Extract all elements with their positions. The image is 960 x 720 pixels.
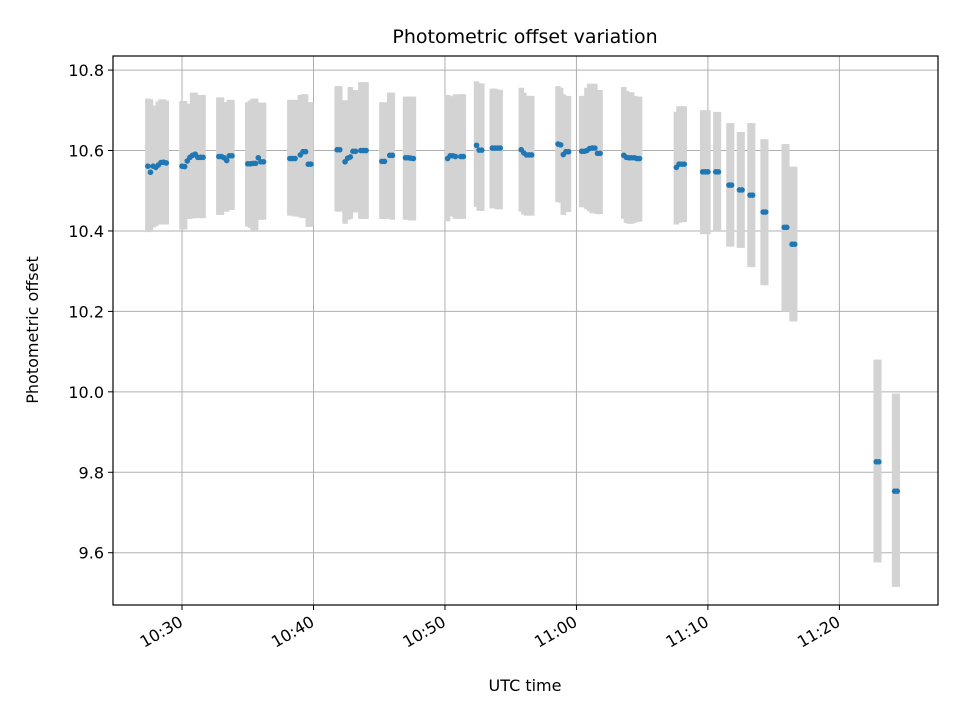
data-point [255, 154, 262, 161]
data-point [762, 209, 769, 215]
data-point [336, 146, 343, 153]
data-point [636, 155, 643, 162]
data-point [728, 182, 735, 188]
data-point [252, 160, 259, 167]
data-point [352, 148, 359, 155]
data-point [478, 147, 485, 153]
data-point [302, 148, 309, 155]
y-tick-label: 10.2 [68, 302, 104, 321]
data-point [145, 163, 151, 170]
y-tick-label: 10.0 [68, 383, 104, 402]
data-point [260, 158, 267, 165]
data-point [381, 158, 388, 165]
data-points [145, 141, 901, 494]
data-point [292, 155, 298, 162]
data-point [389, 152, 396, 159]
data-point [784, 224, 790, 231]
x-axis-label: UTC time [489, 676, 562, 695]
data-point [473, 142, 480, 149]
data-point [147, 169, 154, 176]
data-point [565, 148, 572, 155]
data-point [181, 163, 188, 170]
data-point [681, 161, 688, 167]
y-tick-label: 10.8 [68, 61, 104, 80]
y-tick-label: 9.6 [79, 544, 104, 563]
y-tick-label: 10.6 [68, 142, 104, 161]
data-point [347, 154, 354, 160]
data-point [715, 169, 722, 175]
y-tick-label: 9.8 [79, 463, 104, 482]
y-axis-ticks: 9.6 9.8 10.0 10.2 10.4 10.6 10.8 [68, 61, 113, 563]
data-point [557, 142, 564, 148]
data-point [308, 161, 314, 167]
data-point [497, 145, 503, 151]
data-point [791, 241, 798, 248]
data-point [739, 187, 745, 193]
plot-frame [112, 55, 939, 606]
chart-title: Photometric offset variation [392, 26, 657, 48]
data-point [229, 152, 235, 159]
data-point [410, 155, 417, 162]
data-point [749, 192, 756, 198]
data-point [223, 157, 230, 164]
data-point [460, 153, 467, 160]
y-axis-label: Photometric offset [23, 256, 42, 404]
data-point [363, 147, 369, 154]
data-point [452, 153, 459, 160]
data-point [597, 150, 603, 157]
data-point [200, 154, 206, 161]
data-point [705, 169, 711, 175]
data-point [876, 459, 882, 465]
data-point [163, 160, 170, 166]
data-point [528, 152, 535, 158]
y-tick-label: 10.4 [68, 222, 104, 241]
data-point [592, 145, 598, 151]
data-point [894, 488, 901, 494]
